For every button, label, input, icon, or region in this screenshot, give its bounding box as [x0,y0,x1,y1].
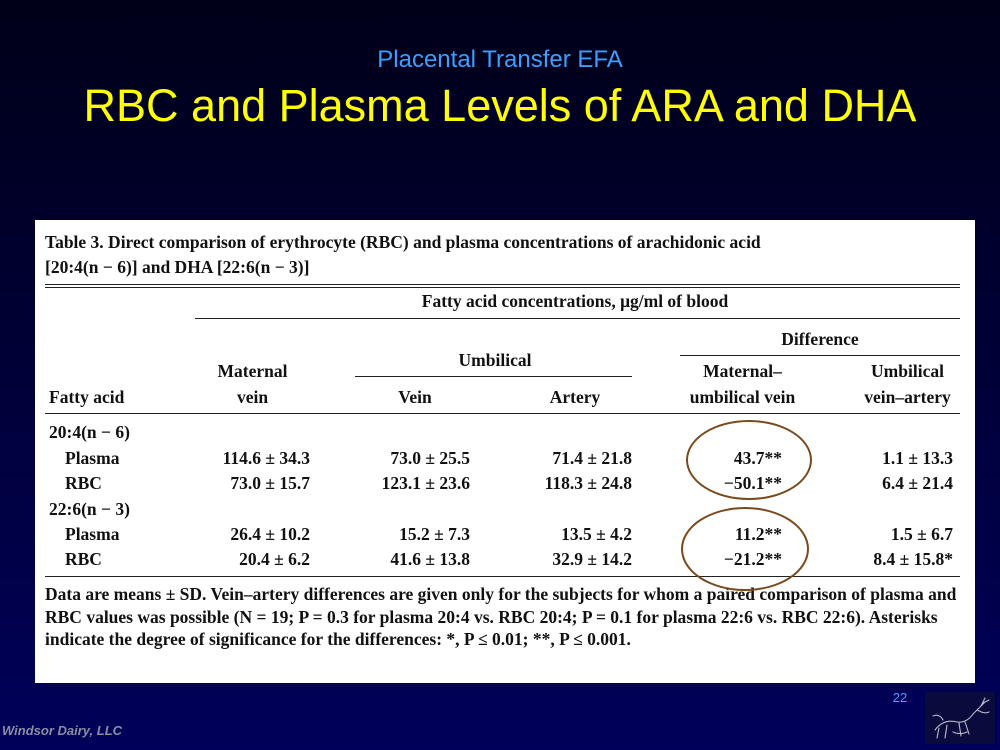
slide-subtitle: Placental Transfer EFA [377,46,623,73]
maternal-vein-cell: 20.4 ± 6.2 [239,549,310,569]
difference-header: Difference [781,329,859,349]
top-rule [45,284,960,285]
group-label: 20:4(n − 6) [49,422,130,442]
umbilical-vein-cell: 73.0 ± 25.5 [390,448,470,468]
highlight-circle-ara [686,420,812,500]
maternal-vein-cell: 26.4 ± 10.2 [230,524,310,544]
row-label: RBC [65,549,102,569]
umbilical-artery-cell: 13.5 ± 4.2 [561,524,632,544]
umbilical-artery-cell: 32.9 ± 14.2 [552,549,632,569]
maternal-vein-cell: 114.6 ± 34.3 [222,448,310,468]
vein-artery-diff-cell: 1.1 ± 13.3 [882,448,953,468]
slide-title: RBC and Plasma Levels of ARA and DHA [83,80,917,131]
header-rule [45,413,960,414]
highlight-circle-dha [681,507,809,591]
vein-artery-diff-cell: 8.4 ± 15.8* [873,549,953,569]
row-label: Plasma [65,448,120,468]
maternal-vein-cell: 73.0 ± 15.7 [230,473,310,493]
top-rule-double [45,287,960,288]
table-caption: Table 3. Direct comparison of erythrocyt… [45,230,960,280]
difference-rule [680,355,960,356]
row-label: RBC [65,473,102,493]
umbilical-vein-artery-header-line-2: vein–artery [864,387,951,407]
bottom-rule [45,576,960,577]
artery-header: Artery [549,387,601,407]
umbilical-artery-cell: 71.4 ± 21.8 [552,448,632,468]
spanner-rule [195,318,960,319]
footer-company: Windsor Dairy, LLC [2,723,123,738]
umbilical-vein-cell: 41.6 ± 13.8 [390,549,470,569]
maternal-header-line-1: Maternal [217,361,288,381]
umbilical-vein-artery-header-line-1: Umbilical [871,361,944,381]
table-panel: Table 3. Direct comparison of erythrocyt… [35,220,975,683]
table-caption-line-1: Table 3. Direct comparison of erythrocyt… [45,232,761,252]
vein-artery-diff-cell: 1.5 ± 6.7 [890,524,953,544]
umbilical-artery-cell: 118.3 ± 24.8 [544,473,632,493]
spanner-header: Fatty acid concentrations, μg/ml of bloo… [421,291,729,311]
table-notes: Data are means ± SD. Vein–artery differe… [45,584,957,649]
umbilical-header: Umbilical [458,350,532,370]
maternal-umbilical-header-line-2: umbilical vein [689,387,796,407]
umbilical-vein-cell: 123.1 ± 23.6 [381,473,470,493]
fatty-acid-header: Fatty acid [49,387,125,407]
maternal-umbilical-header-line-1: Maternal– [703,361,782,381]
row-label: Plasma [65,524,120,544]
vein-header: Vein [398,387,432,407]
deer-sketch-logo-icon [925,692,995,744]
table-caption-line-2: [20:4(n − 6)] and DHA [22:6(n − 3)] [45,257,310,277]
umbilical-vein-cell: 15.2 ± 7.3 [399,524,470,544]
page-number: 22 [892,690,908,705]
group-label: 22:6(n − 3) [49,499,130,519]
vein-artery-diff-cell: 6.4 ± 21.4 [882,473,953,493]
umbilical-rule [355,376,632,377]
maternal-header-line-2: vein [236,387,269,407]
